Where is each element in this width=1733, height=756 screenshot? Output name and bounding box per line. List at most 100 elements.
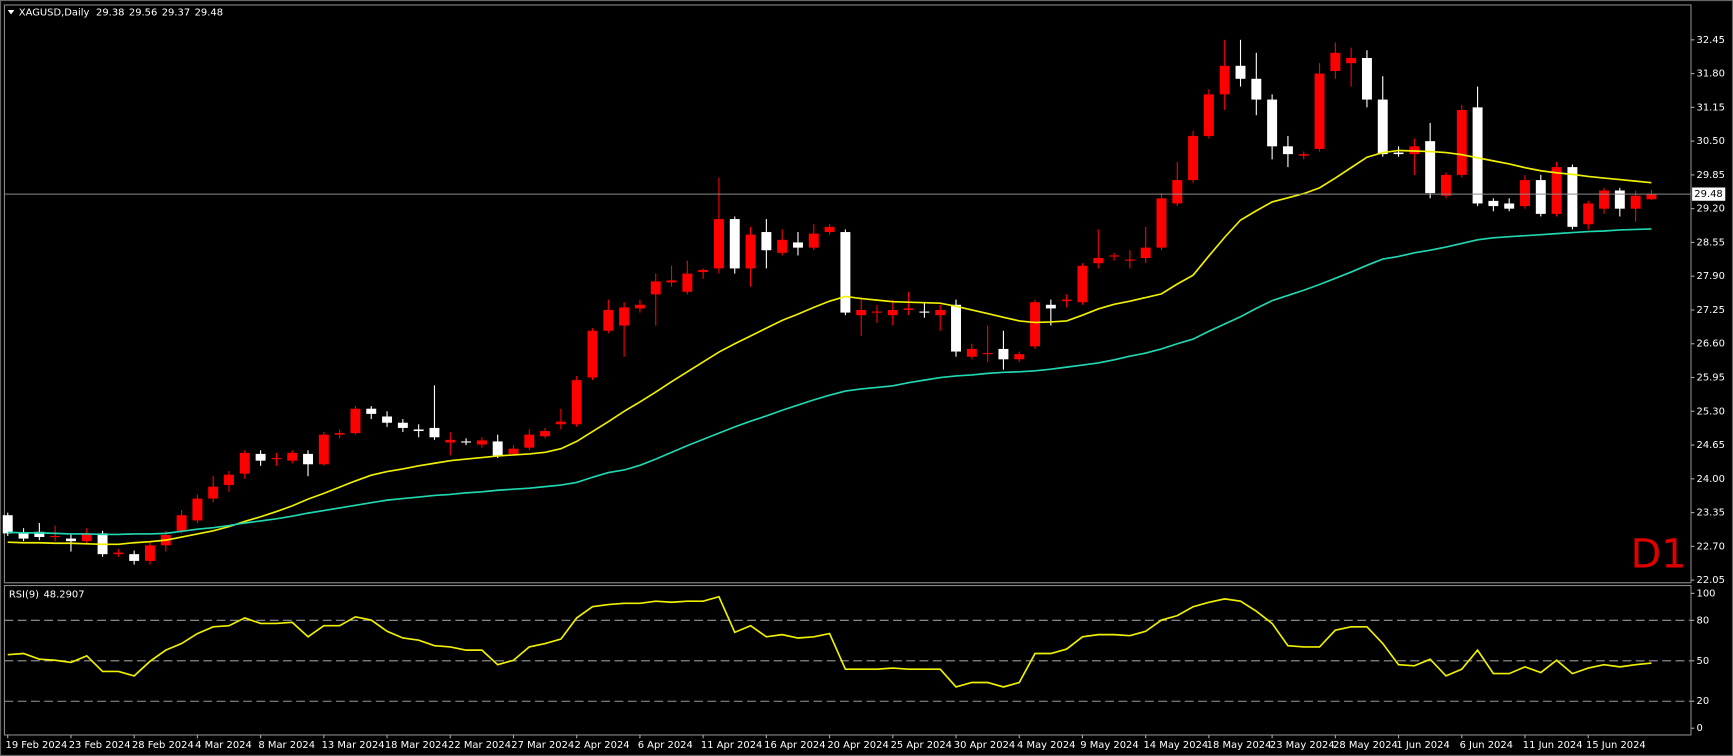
candle-body (998, 348, 1009, 360)
y-tick-label: 24.65 (1697, 440, 1725, 451)
candle-body (192, 498, 203, 521)
candle-body (366, 408, 377, 414)
candle-body (1298, 154, 1309, 156)
rsi-y-tick-label: 20 (1697, 696, 1710, 707)
candle-body (1156, 198, 1167, 248)
candle-body (713, 219, 724, 269)
candle-body (1172, 180, 1183, 204)
current-price-box (1692, 187, 1726, 201)
rsi-header: RSI(9) 48.2907 (9, 589, 85, 600)
candle-body (382, 416, 393, 423)
x-tick-label: 9 May 2024 (1080, 740, 1138, 751)
x-tick-label: 13 Mar 2024 (322, 740, 385, 751)
candle-body (1014, 354, 1025, 360)
candle-body (1346, 58, 1357, 64)
x-tick-label: 11 Jun 2024 (1523, 740, 1583, 751)
candle-body (1045, 304, 1056, 309)
candle-body (492, 441, 503, 456)
candle-body (808, 233, 819, 248)
candle-body (1377, 99, 1388, 155)
candle-body (1393, 152, 1404, 155)
candle-body (793, 242, 803, 248)
candle-body (239, 452, 250, 474)
candle-body (1488, 200, 1499, 207)
candle-body (1188, 135, 1199, 181)
y-tick-label: 26.60 (1697, 339, 1725, 350)
candle-body (129, 554, 140, 561)
candle-body (50, 535, 61, 538)
candle-body (840, 232, 851, 313)
moving-average-line (7, 149, 1652, 546)
candle-body (461, 441, 472, 443)
candle-body (903, 308, 914, 310)
x-tick-label: 23 Feb 2024 (69, 740, 131, 751)
open-value: 29.38 (96, 8, 124, 19)
candle-body (1267, 99, 1278, 147)
candle-body (777, 239, 788, 253)
x-tick-label: 19 Feb 2024 (6, 740, 68, 751)
x-tick-label: 11 Apr 2024 (701, 740, 762, 751)
candle-body (1361, 58, 1372, 100)
chart-header: XAGUSD,Daily 29.38 29.56 29.37 29.48 (19, 8, 223, 19)
candle-body (34, 531, 45, 538)
candle-body (1440, 174, 1451, 196)
y-tick-label: 29.20 (1697, 204, 1725, 215)
y-tick-label: 27.90 (1697, 271, 1725, 282)
candle-body (18, 533, 29, 539)
candle-body (887, 309, 898, 316)
candle-body (966, 348, 977, 357)
rsi-line (7, 595, 1652, 688)
current-price-label: 29.48 (1694, 189, 1722, 200)
candle-body (287, 452, 298, 461)
candle-body (951, 304, 961, 352)
candle-body (445, 439, 456, 443)
candle-body (508, 448, 519, 454)
candle-body (650, 281, 661, 295)
candle-body (255, 453, 266, 461)
candle-body (429, 427, 440, 438)
x-tick-label: 4 May 2024 (1017, 740, 1075, 751)
candle-body (1219, 65, 1230, 95)
candle-body (145, 545, 155, 561)
candle-body (761, 232, 772, 251)
candle-body (1535, 180, 1546, 214)
x-tick-label: 8 Mar 2024 (258, 740, 315, 751)
candle-body (397, 422, 408, 428)
candle-body (982, 353, 993, 355)
y-tick-label: 22.05 (1697, 575, 1725, 586)
menu-triangle[interactable] (7, 9, 15, 15)
x-tick-label: 16 Apr 2024 (764, 740, 825, 751)
candle-body (208, 486, 219, 499)
candle-body (1630, 195, 1641, 209)
candle-body (1124, 259, 1135, 261)
x-tick-label: 2 Apr 2024 (574, 740, 629, 751)
candle-body (619, 307, 630, 326)
candle-body (1614, 190, 1625, 209)
rsi-y-tick-label: 0 (1697, 723, 1703, 734)
y-tick-label: 31.15 (1697, 102, 1725, 113)
candle-body (176, 515, 187, 531)
y-tick-label: 27.25 (1697, 305, 1725, 316)
y-tick-label: 25.95 (1697, 373, 1725, 384)
candle-body (1030, 302, 1041, 347)
candle-body (113, 552, 124, 555)
rsi-label: RSI(9) (9, 589, 39, 600)
x-tick-label: 4 Mar 2024 (195, 740, 252, 751)
candle-body (729, 219, 740, 269)
candle-body (1567, 167, 1578, 227)
candle-body (1282, 146, 1293, 155)
candle-body (698, 269, 709, 273)
candle-body (1583, 203, 1594, 225)
candle-body (413, 429, 424, 432)
timeframe-label: D1 (1631, 531, 1687, 577)
candle-body (224, 474, 234, 486)
candle-body (1077, 265, 1088, 303)
candle-body (303, 453, 314, 465)
x-tick-label: 1 Jun 2024 (1396, 740, 1449, 751)
candle-body (666, 280, 677, 283)
candle-body (603, 309, 614, 331)
candle-body (1140, 247, 1151, 259)
x-tick-label: 23 May 2024 (1270, 740, 1335, 751)
candle-body (334, 433, 345, 435)
